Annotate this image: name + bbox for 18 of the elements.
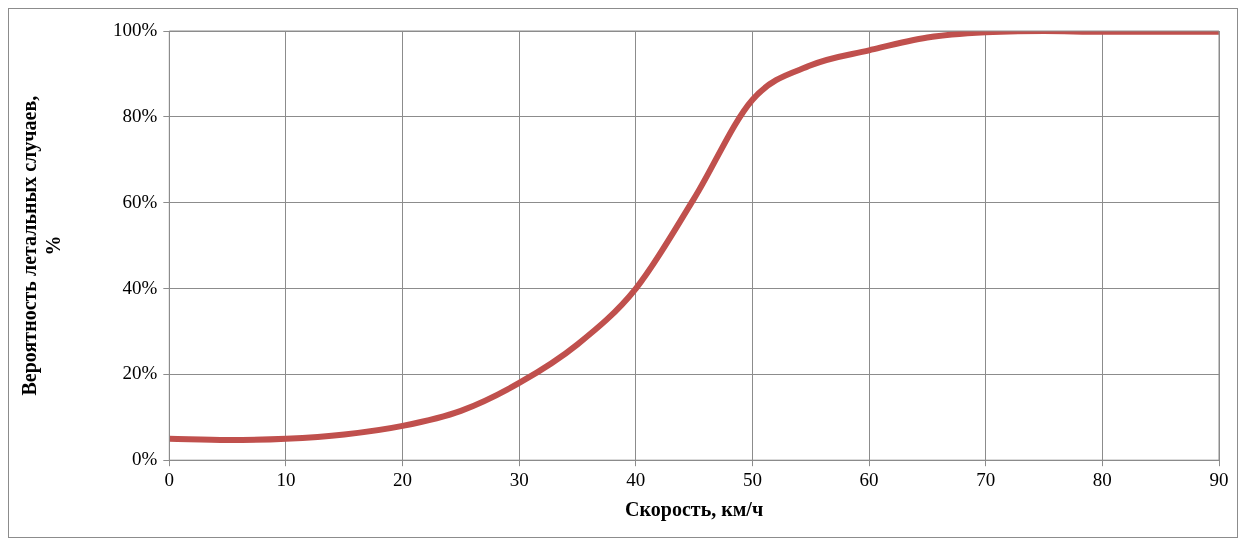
x-tick-label: 90 bbox=[1209, 468, 1229, 490]
x-tick-label: 50 bbox=[742, 468, 762, 490]
y-tick-label: 0% bbox=[132, 448, 158, 470]
x-tick-label: 80 bbox=[1092, 468, 1112, 490]
x-tick-label: 40 bbox=[626, 468, 646, 490]
y-tick-label: 100% bbox=[113, 18, 158, 40]
x-tick-label: 70 bbox=[976, 468, 996, 490]
y-tick-label: 40% bbox=[122, 276, 158, 298]
x-tick-label: 30 bbox=[509, 468, 529, 490]
x-tick-label: 60 bbox=[859, 468, 879, 490]
y-tick-label: 80% bbox=[122, 104, 158, 126]
y-tick-label: 60% bbox=[122, 190, 158, 212]
y-tick-label: 20% bbox=[122, 362, 158, 384]
x-axis-title: Скорость, км/ч bbox=[625, 498, 764, 522]
x-tick-label: 0 bbox=[164, 468, 175, 490]
x-tick-label: 10 bbox=[276, 468, 296, 490]
x-tick-label: 20 bbox=[393, 468, 413, 490]
y-axis-title: Вероятность летальных случаев, % bbox=[18, 95, 65, 396]
